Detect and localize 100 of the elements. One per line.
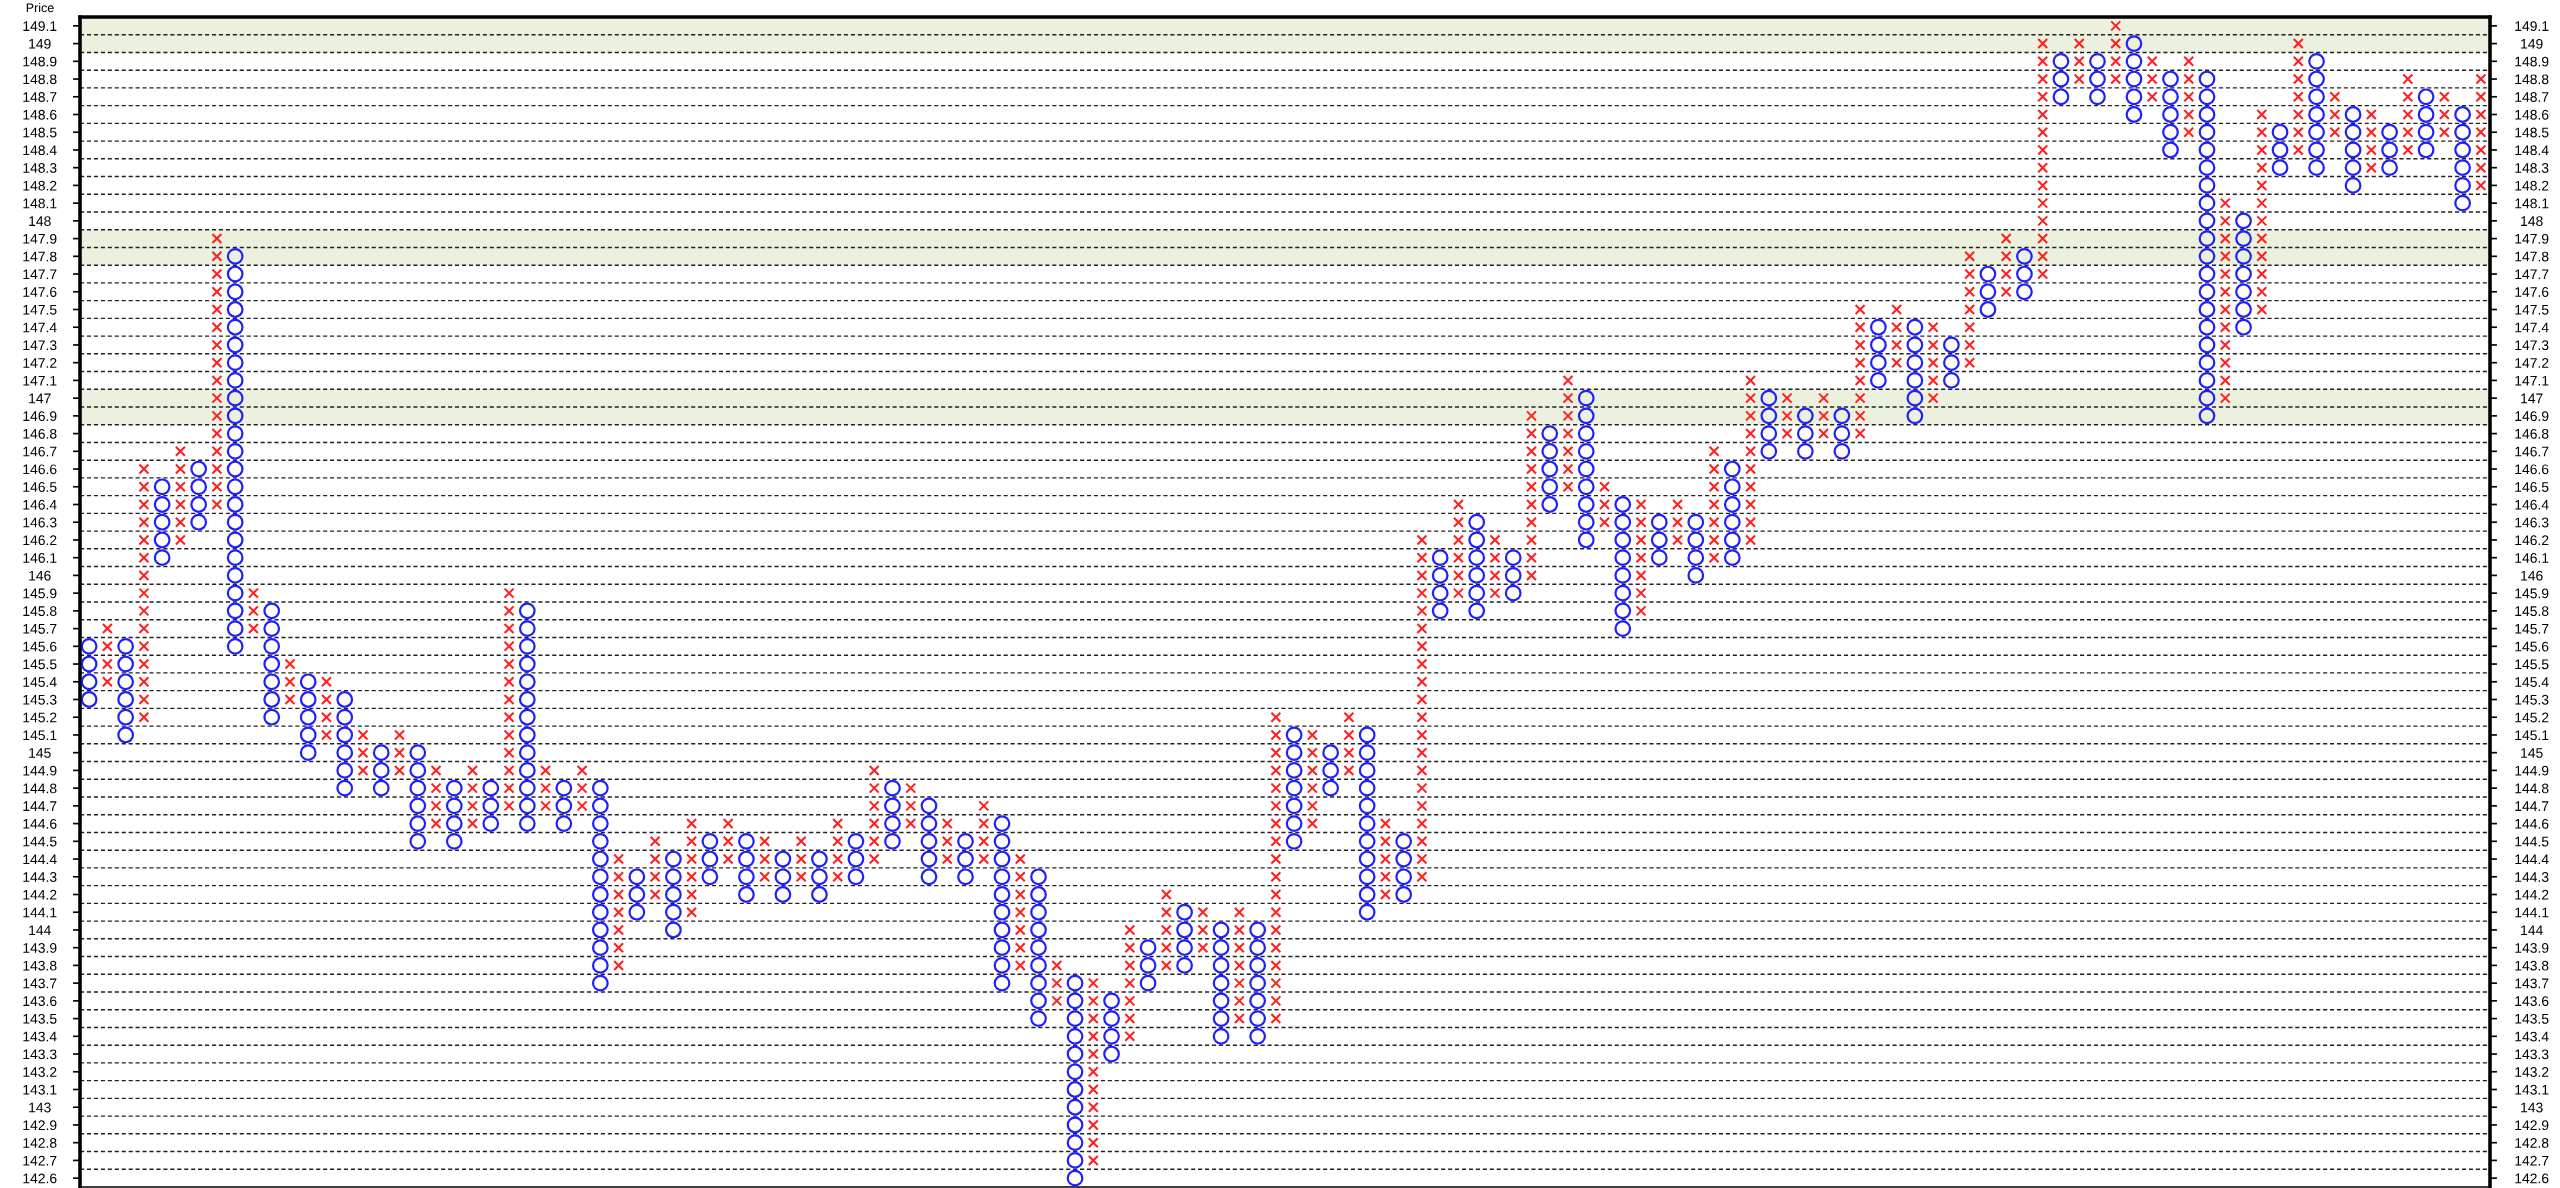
- point: [1577, 460, 1595, 478]
- y2-tick-label: 148.2: [2515, 180, 2549, 191]
- point: [1066, 1098, 1084, 1116]
- point: [2198, 318, 2216, 336]
- point: [211, 428, 223, 440]
- y2-tick-label: 146.4: [2515, 499, 2549, 510]
- point: [1249, 974, 1267, 992]
- point: [467, 818, 479, 830]
- y2-tick-label: 144.7: [2515, 801, 2549, 811]
- y2-tick-label: 148.4: [2515, 145, 2549, 156]
- point: [2256, 286, 2268, 298]
- point: [1014, 924, 1026, 936]
- point: [1541, 496, 1559, 513]
- point: [1030, 957, 1047, 974]
- point: [226, 301, 244, 318]
- y-tick-label: 144.6: [23, 818, 57, 829]
- point: [2308, 141, 2325, 159]
- point: [1066, 1152, 1084, 1169]
- y-tick-label: 145.1: [23, 730, 57, 741]
- point: [174, 516, 186, 528]
- point: [226, 602, 244, 620]
- point: [2219, 357, 2231, 369]
- point: [2198, 159, 2216, 177]
- point: [1708, 498, 1720, 511]
- point: [2292, 91, 2304, 103]
- point: [1343, 764, 1355, 776]
- y-tick-label: 144.2: [23, 889, 57, 900]
- point: [2235, 318, 2252, 336]
- y2-tick-label: 146.9: [2515, 411, 2549, 422]
- y-tick-label: 145.5: [23, 659, 57, 670]
- point: [2365, 162, 2377, 174]
- y-tick-label: 146.8: [23, 428, 57, 439]
- point: [2125, 88, 2143, 106]
- point: [1270, 853, 1282, 865]
- y2-tick-label: 147.3: [2515, 340, 2549, 351]
- point: [226, 620, 244, 637]
- point: [2037, 91, 2049, 103]
- point: [1087, 1083, 1099, 1096]
- point: [1416, 605, 1428, 617]
- point: [1614, 584, 1632, 602]
- point: [2402, 144, 2414, 156]
- point: [226, 496, 244, 513]
- point: [138, 552, 150, 564]
- point: [1906, 389, 1924, 407]
- y-tick-label: 144.9: [23, 765, 57, 776]
- y2-tick-label: 145.7: [2515, 624, 2549, 634]
- point: [1124, 995, 1136, 1007]
- point: [1416, 764, 1428, 776]
- point: [1233, 995, 1245, 1007]
- y-tick-label: 144.1: [23, 907, 57, 918]
- y2-tick-label: 144.1: [2515, 907, 2549, 918]
- y2-tick-label: 144.5: [2515, 836, 2549, 847]
- y-tick-label: 143.9: [23, 943, 57, 953]
- point: [1087, 1154, 1099, 1166]
- point: [2000, 286, 2012, 298]
- point: [1577, 442, 1595, 460]
- point: [2308, 106, 2325, 123]
- y-tick-label: 148.2: [23, 180, 57, 191]
- point: [503, 640, 515, 652]
- point: [503, 800, 515, 812]
- y-tick-label: 149.1: [23, 21, 57, 32]
- point: [1927, 392, 1939, 404]
- point: [320, 729, 333, 741]
- point: [226, 584, 244, 602]
- point: [2037, 268, 2049, 280]
- y2-tick-label: 146.8: [2515, 428, 2549, 439]
- point: [2037, 162, 2049, 174]
- point: [1030, 974, 1047, 992]
- point: [503, 729, 515, 741]
- point: [2183, 126, 2195, 138]
- y2-tick-label: 144.2: [2515, 889, 2549, 900]
- y2-tick-label: 145.4: [2515, 677, 2549, 687]
- point: [993, 868, 1011, 886]
- point: [2198, 123, 2216, 141]
- point: [1087, 1137, 1099, 1149]
- point: [686, 871, 698, 883]
- point: [299, 726, 317, 744]
- point: [2219, 286, 2231, 298]
- point: [1854, 392, 1866, 404]
- point: [2198, 372, 2216, 389]
- point: [649, 888, 661, 901]
- y2-tick-label: 147.9: [2515, 233, 2549, 244]
- point: [2256, 197, 2268, 209]
- point: [1964, 321, 1976, 333]
- point: [2198, 301, 2216, 318]
- point: [2219, 392, 2231, 404]
- y-tick-label: 149: [29, 38, 51, 49]
- point: [1452, 587, 1464, 599]
- point: [2037, 233, 2049, 245]
- point: [2219, 303, 2231, 316]
- point: [1452, 552, 1464, 564]
- point: [1489, 587, 1501, 599]
- point: [138, 693, 150, 706]
- point: [2198, 230, 2216, 247]
- y-tick-label: 143.6: [23, 996, 57, 1007]
- point: [2198, 212, 2216, 230]
- point: [1270, 942, 1282, 954]
- point: [1270, 977, 1282, 989]
- point: [591, 903, 609, 921]
- point: [1906, 407, 1924, 425]
